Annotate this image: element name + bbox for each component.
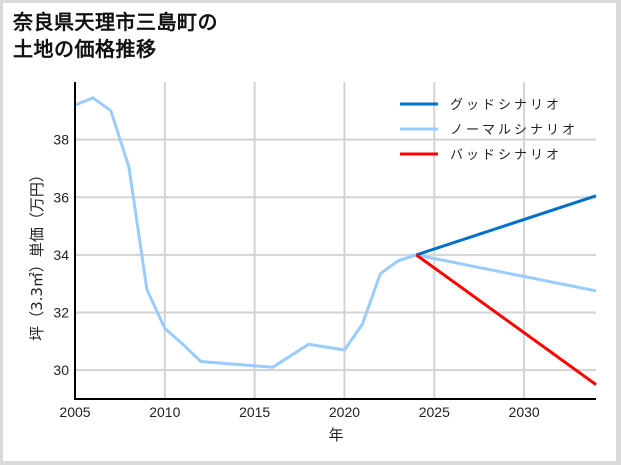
y-tick-label: 36 [53,189,69,205]
legend-label: ノーマルシナリオ [450,123,578,138]
chart-title-line2: 土地の価格推移 [13,37,157,61]
series-line-1 [74,96,597,369]
y-tick-labels: 30 32 34 36 38 [53,132,69,379]
y-tick-label: 34 [53,247,69,263]
chart-title-line1: 奈良県天理市三島町の [13,10,218,34]
x-tick-labels: 2005 2010 2015 2020 2025 2030 [59,404,539,420]
series-lines [74,96,597,386]
x-tick-label: 2005 [59,404,90,420]
x-axis-label: 年 [328,426,343,444]
series-line-2 [415,253,597,386]
x-tick-label: 2020 [329,404,360,420]
series-line-0 [415,194,597,257]
chart-frame [3,3,616,461]
x-tick-label: 2015 [239,404,270,420]
y-tick-label: 30 [53,362,69,378]
x-tick-label: 2025 [419,404,450,420]
legend-item: ノーマルシナリオ [400,123,578,138]
legend-label: バッドシナリオ [450,148,562,163]
legend-label: グッドシナリオ [450,98,562,113]
legend-item: グッドシナリオ [400,98,562,113]
x-tick-label: 2030 [509,404,540,420]
x-tick-label: 2010 [149,404,180,420]
legend-item: バッドシナリオ [400,148,562,163]
y-tick-label: 38 [53,132,69,148]
y-tick-label: 32 [53,305,69,321]
grid-lines [75,82,596,399]
axes [74,82,596,400]
y-axis-label: 坪（3.3㎡）単価（万円） [28,167,46,341]
chart-title: 奈良県天理市三島町の 土地の価格推移 [13,9,218,63]
